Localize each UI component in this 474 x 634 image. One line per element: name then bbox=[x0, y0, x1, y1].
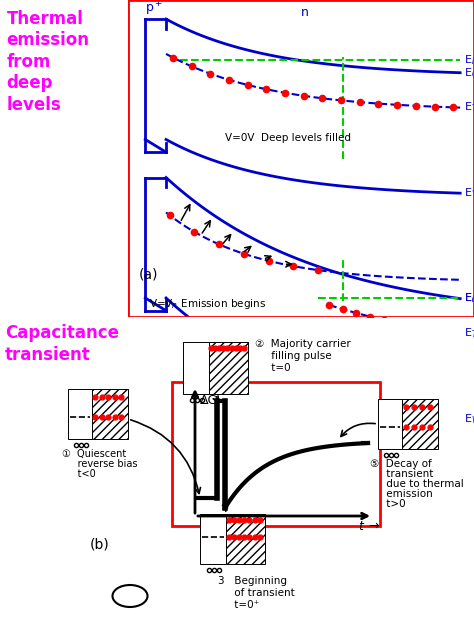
Text: E$_V$: E$_V$ bbox=[464, 412, 474, 426]
Text: of transient: of transient bbox=[218, 588, 295, 598]
Text: ②  Majority carrier: ② Majority carrier bbox=[255, 339, 351, 349]
Text: E$_F$: E$_F$ bbox=[464, 291, 474, 305]
Text: V=0V  Deep levels filled: V=0V Deep levels filled bbox=[225, 133, 351, 143]
Text: t>0: t>0 bbox=[370, 499, 406, 509]
Bar bbox=[209, 342, 248, 394]
Text: (b): (b) bbox=[90, 538, 110, 552]
Text: ①  Quiescent: ① Quiescent bbox=[62, 449, 126, 459]
Text: transient: transient bbox=[370, 469, 433, 479]
Text: p$^+$: p$^+$ bbox=[145, 0, 164, 18]
Text: E$_T$: E$_T$ bbox=[464, 327, 474, 340]
Text: t: t bbox=[358, 520, 363, 533]
Text: filling pulse: filling pulse bbox=[255, 351, 332, 361]
Text: (a): (a) bbox=[138, 268, 158, 282]
Text: E$_C$: E$_C$ bbox=[464, 66, 474, 80]
Text: t<0: t<0 bbox=[62, 469, 96, 479]
Text: E$_T$: E$_T$ bbox=[464, 101, 474, 115]
Text: E$_V$: E$_V$ bbox=[464, 186, 474, 200]
Bar bbox=[128, 0, 474, 317]
Text: Thermal
emission
from
deep
levels: Thermal emission from deep levels bbox=[7, 10, 90, 113]
Text: n: n bbox=[301, 6, 309, 19]
Bar bbox=[402, 399, 438, 449]
Text: E$_F$: E$_F$ bbox=[464, 53, 474, 67]
Text: due to thermal: due to thermal bbox=[370, 479, 464, 489]
Bar bbox=[200, 514, 226, 564]
Text: →: → bbox=[368, 520, 379, 533]
Text: ⑤  Decay of: ⑤ Decay of bbox=[370, 459, 432, 469]
Text: t=0⁺: t=0⁺ bbox=[218, 600, 259, 610]
Bar bbox=[172, 382, 380, 526]
Text: Capacitance
transient: Capacitance transient bbox=[5, 324, 119, 363]
Bar bbox=[92, 389, 128, 439]
Bar bbox=[183, 342, 209, 394]
Text: V=V$_R$ Emission begins: V=V$_R$ Emission begins bbox=[149, 297, 266, 311]
Text: ΔC: ΔC bbox=[200, 394, 217, 407]
Text: emission: emission bbox=[370, 489, 433, 499]
Text: E$_C$: E$_C$ bbox=[464, 292, 474, 306]
Text: 3   Beginning: 3 Beginning bbox=[218, 576, 287, 586]
Bar bbox=[226, 514, 265, 564]
Bar bbox=[378, 399, 402, 449]
Bar bbox=[68, 389, 92, 439]
Text: reverse bias: reverse bias bbox=[62, 459, 137, 469]
Text: t=0: t=0 bbox=[255, 363, 291, 373]
